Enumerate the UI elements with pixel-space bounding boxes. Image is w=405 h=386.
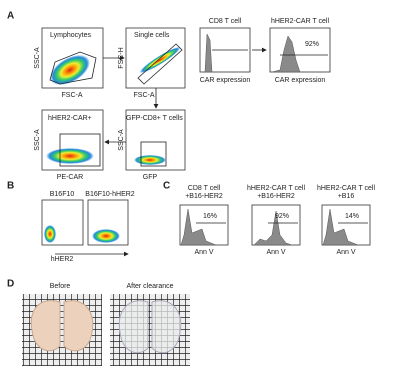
organ bbox=[118, 300, 149, 354]
gate bbox=[49, 51, 97, 85]
gate-value: 92% bbox=[305, 41, 319, 48]
y-label: SSC-A bbox=[34, 129, 41, 151]
dot-plot bbox=[125, 27, 186, 89]
histogram-curve bbox=[322, 208, 359, 246]
density bbox=[50, 54, 90, 86]
panel-label: A bbox=[7, 11, 14, 22]
organ bbox=[151, 300, 182, 354]
plot-title: hHER2-CAR T cell bbox=[247, 185, 306, 192]
x-label: PE-CAR bbox=[57, 174, 83, 181]
x-label: CAR expression bbox=[200, 77, 251, 84]
histogram-curve bbox=[253, 210, 293, 246]
plot-title: hHER2-CAR T cell bbox=[271, 18, 330, 25]
panel-label: C bbox=[163, 181, 170, 192]
gate-value: 92% bbox=[275, 213, 289, 220]
histogram-curve bbox=[271, 35, 301, 73]
plot-title: +B16-HER2 bbox=[185, 193, 223, 200]
x-label: Ann V bbox=[336, 249, 355, 256]
plot-title: +B16 bbox=[338, 193, 355, 200]
histogram-curve bbox=[180, 208, 217, 246]
plot-title: GFP-CD8+ T cells bbox=[126, 115, 183, 122]
y-label: FSC-H bbox=[118, 47, 125, 68]
panel-label: D bbox=[7, 279, 14, 290]
y-label: SSC-A bbox=[34, 47, 41, 69]
density bbox=[44, 225, 56, 243]
gate-value: 14% bbox=[345, 213, 359, 220]
density bbox=[46, 148, 94, 164]
photo-title: Before bbox=[50, 283, 71, 290]
gate bbox=[140, 141, 167, 167]
photo-title: After clearance bbox=[126, 283, 173, 290]
x-label: hHER2 bbox=[51, 256, 74, 263]
histogram-curve bbox=[201, 33, 213, 73]
density bbox=[139, 46, 181, 74]
plot-title: +B16-HER2 bbox=[257, 193, 295, 200]
density bbox=[134, 155, 166, 165]
x-label: GFP bbox=[143, 174, 158, 181]
density bbox=[92, 229, 120, 243]
x-label: Ann V bbox=[194, 249, 213, 256]
plot-title: CD8 T cell bbox=[209, 18, 242, 25]
gate bbox=[59, 133, 101, 167]
x-label: FSC-A bbox=[134, 92, 155, 99]
organ bbox=[63, 300, 94, 352]
y-label: SSC-A bbox=[118, 129, 125, 151]
gate-value: 16% bbox=[203, 213, 217, 220]
x-label: FSC-A bbox=[62, 92, 83, 99]
plot-title: Single cells bbox=[134, 32, 170, 39]
plot-title: Lymphocytes bbox=[50, 32, 91, 39]
x-label: CAR expression bbox=[275, 77, 326, 84]
histogram bbox=[269, 27, 331, 73]
gate bbox=[137, 43, 183, 85]
plot-title: hHER2-CAR T cell bbox=[317, 185, 376, 192]
organ bbox=[30, 300, 61, 352]
plot-title: hHER2-CAR+ bbox=[48, 115, 92, 122]
plot-title: B16F10 bbox=[50, 191, 75, 198]
x-label: Ann V bbox=[266, 249, 285, 256]
panel-label: B bbox=[7, 181, 14, 192]
plot-title: CD8 T cell bbox=[188, 185, 221, 192]
plot-title: B16F10-hHER2 bbox=[85, 191, 135, 198]
